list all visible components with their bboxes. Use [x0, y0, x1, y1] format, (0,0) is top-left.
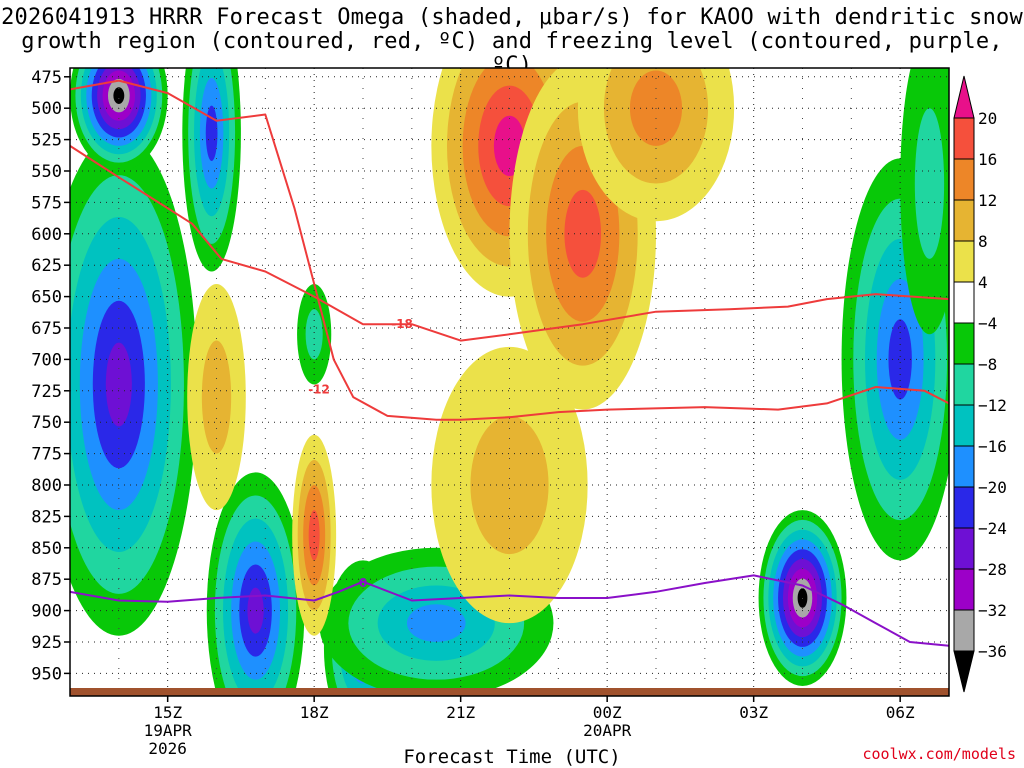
colorbar-segment-12 — [953, 158, 975, 201]
y-tick-label-925: 925 — [31, 633, 62, 653]
y-tick-label-775: 775 — [31, 445, 62, 465]
omega-band-15-1 — [470, 415, 549, 555]
x-tick-sublabel-19APR: 19APR — [144, 721, 193, 740]
colorbar-segment--36 — [953, 609, 975, 652]
gridlines — [69, 68, 950, 696]
y-tick-label-750: 750 — [31, 413, 62, 433]
credit-text: coolwx.com/models — [862, 745, 1016, 763]
x-tick-label-21Z: 21Z — [446, 703, 475, 722]
y-tick-label-700: 700 — [31, 350, 62, 370]
omega-band-11-3 — [564, 189, 602, 278]
y-tick-label-575: 575 — [31, 193, 62, 213]
x-tick-label-18Z: 18Z — [300, 703, 329, 722]
colorbar-segment--32 — [953, 568, 975, 611]
colorbar-label-20: 20 — [978, 109, 997, 128]
omega-shading — [70, 68, 949, 689]
chart-title: 2026041913 HRRR Forecast Omega (shaded, … — [0, 6, 1024, 78]
contour-label-minus18: -18 — [391, 317, 413, 331]
colorbar-label--16: −16 — [978, 437, 1007, 456]
omega-band-13-3 — [308, 510, 320, 561]
y-tick-label-875: 875 — [31, 570, 62, 590]
y-tick-label-725: 725 — [31, 382, 62, 402]
y-tick-label-600: 600 — [31, 225, 62, 245]
omega-band-6-3 — [406, 604, 466, 642]
colorbar-label-16: 16 — [978, 150, 997, 169]
y-tick-label-900: 900 — [31, 602, 62, 622]
colorbar-label--8: −8 — [978, 355, 997, 374]
colorbar-label--32: −32 — [978, 601, 1007, 620]
x-tick-sublabel-2026: 2026 — [148, 739, 187, 758]
colorbar-label--20: −20 — [978, 478, 1007, 497]
colorbar-segment--4 — [953, 281, 975, 324]
y-tick-label-675: 675 — [31, 319, 62, 339]
x-tick-label-15Z: 15Z — [153, 703, 182, 722]
contour-label-minus12: -12 — [308, 383, 330, 397]
colorbar-label--24: −24 — [978, 519, 1007, 538]
y-tick-label-800: 800 — [31, 476, 62, 496]
dendritic-contour-0 — [70, 145, 949, 342]
pressure-axis: 475 500 525 550 575 600 625 650 675 700 725 750 775 8… — [31, 68, 70, 684]
colorbar-segment-8 — [953, 199, 975, 242]
omega-band-8-4 — [888, 319, 912, 400]
colorbar-segment--20 — [953, 445, 975, 488]
y-tick-label-525: 525 — [31, 131, 62, 151]
x-tick-sublabel-20APR: 20APR — [583, 721, 632, 740]
contour-label-zero: 0 — [359, 576, 367, 590]
y-tick-label-500: 500 — [31, 99, 62, 119]
colorbar-segment--24 — [953, 486, 975, 529]
contours: -18 -12 0 — [70, 79, 949, 647]
colorbar-label--28: −28 — [978, 560, 1007, 579]
omega-band-2-4 — [205, 105, 218, 161]
x-tick-label-03Z: 03Z — [739, 703, 768, 722]
omega-band-1-8 — [113, 87, 125, 105]
y-tick-label-950: 950 — [31, 664, 62, 684]
colorbar-segment--8 — [953, 322, 975, 365]
colorbar-segment-16 — [953, 117, 975, 160]
colorbar-segment--28 — [953, 527, 975, 570]
y-tick-label-625: 625 — [31, 256, 62, 276]
x-axis-label: Forecast Time (UTC) — [403, 746, 621, 768]
colorbar-label--12: −12 — [978, 396, 1007, 415]
ground-surface-band — [70, 688, 949, 696]
x-tick-label-06Z: 06Z — [886, 703, 915, 722]
dendritic-contour-1 — [70, 79, 949, 421]
colorbar-top-arrow — [953, 75, 975, 119]
freezing-level-contour — [70, 574, 949, 647]
y-tick-label-650: 650 — [31, 288, 62, 308]
colorbar-label--4: −4 — [978, 314, 997, 333]
omega-band-3-5 — [247, 587, 264, 634]
title-line-2: growth region (contoured, red, ºC) and f… — [21, 29, 1003, 78]
colorbar: −36 −32 −28 −24 −20 −16 −12 −8 −4 4 8 12 16 20 — [953, 75, 1007, 693]
omega-band-5-1 — [305, 309, 323, 360]
plot-frame — [69, 67, 950, 697]
colorbar-bottom-arrow — [953, 650, 975, 693]
omega-band-0-5 — [105, 342, 132, 427]
x-tick-label-00Z: 00Z — [593, 703, 622, 722]
y-tick-label-550: 550 — [31, 162, 62, 182]
y-tick-label-825: 825 — [31, 507, 62, 527]
colorbar-segment-4 — [953, 240, 975, 283]
y-tick-label-850: 850 — [31, 539, 62, 559]
colorbar-segment--12 — [953, 363, 975, 406]
colorbar-label--36: −36 — [978, 642, 1007, 661]
colorbar-label-8: 8 — [978, 232, 988, 251]
omega-band-14-1 — [201, 340, 232, 454]
y-tick-label-475: 475 — [31, 68, 62, 88]
colorbar-label-12: 12 — [978, 191, 997, 210]
title-line-1: 2026041913 HRRR Forecast Omega (shaded, … — [1, 5, 1023, 30]
colorbar-label-4: 4 — [978, 273, 988, 292]
colorbar-segment--16 — [953, 404, 975, 447]
omega-band-9-1 — [914, 108, 945, 259]
